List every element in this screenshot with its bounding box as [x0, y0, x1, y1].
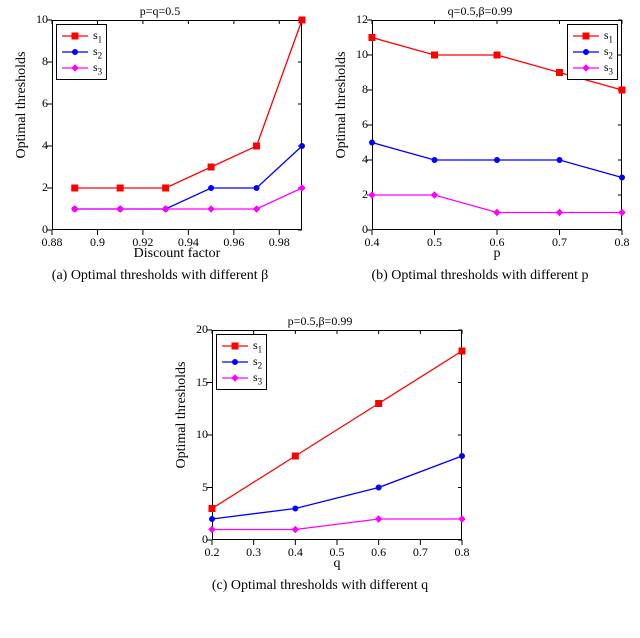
panel-b-title: q=0.5,β=0.99 — [320, 4, 640, 19]
legend-swatch — [572, 46, 600, 58]
ytick-label: 4 — [338, 152, 368, 167]
legend-swatch — [61, 46, 89, 58]
legend-label: s2 — [604, 44, 613, 60]
ytick-label: 0 — [178, 532, 208, 547]
xtick-label: 0.88 — [32, 235, 72, 250]
legend-label: s3 — [93, 60, 102, 76]
legend-swatch — [572, 30, 600, 42]
ytick-label: 2 — [338, 187, 368, 202]
legend-swatch — [221, 372, 249, 384]
legend-swatch — [61, 30, 89, 42]
figure: p=q=0.5 Discount factor Optimal threshol… — [0, 0, 640, 638]
xtick-label: 0.8 — [602, 235, 640, 250]
ytick-label: 2 — [18, 180, 48, 195]
legend-entry: s2 — [221, 354, 262, 370]
xtick-label: 0.7 — [400, 545, 440, 560]
panel-c-title: p=0.5,β=0.99 — [160, 314, 480, 329]
ytick-label: 0 — [18, 222, 48, 237]
panel-a: p=q=0.5 Discount factor Optimal threshol… — [0, 0, 320, 290]
ytick-label: 10 — [178, 427, 208, 442]
legend: s1s2s3 — [56, 24, 107, 80]
legend-label: s1 — [253, 338, 262, 354]
panel-b-caption: (b) Optimal thresholds with different p — [320, 268, 640, 284]
legend-label: s3 — [253, 370, 262, 386]
xtick-label: 0.4 — [275, 545, 315, 560]
ytick-label: 15 — [178, 375, 208, 390]
legend-label: s3 — [604, 60, 613, 76]
legend-entry: s1 — [61, 28, 102, 44]
xtick-label: 0.9 — [77, 235, 117, 250]
ytick-label: 10 — [338, 47, 368, 62]
legend-label: s2 — [93, 44, 102, 60]
legend-entry: s1 — [221, 338, 262, 354]
legend-label: s1 — [604, 28, 613, 44]
legend-swatch — [572, 62, 600, 74]
xtick-label: 0.6 — [359, 545, 399, 560]
legend-entry: s2 — [572, 44, 613, 60]
xtick-label: 0.5 — [317, 545, 357, 560]
xtick-label: 0.7 — [540, 235, 580, 250]
xtick-label: 0.8 — [442, 545, 482, 560]
ytick-label: 0 — [338, 222, 368, 237]
ytick-label: 8 — [338, 82, 368, 97]
panel-b: q=0.5,β=0.99 p Optimal thresholds (b) Op… — [320, 0, 640, 290]
legend: s1s2s3 — [216, 334, 267, 390]
legend-entry: s3 — [221, 370, 262, 386]
xtick-label: 0.3 — [234, 545, 274, 560]
legend-entry: s3 — [572, 60, 613, 76]
legend-swatch — [221, 356, 249, 368]
legend-swatch — [61, 62, 89, 74]
xtick-label: 0.92 — [123, 235, 163, 250]
ytick-label: 12 — [338, 12, 368, 27]
panel-a-title: p=q=0.5 — [0, 4, 320, 19]
ytick-label: 6 — [338, 117, 368, 132]
ytick-label: 20 — [178, 322, 208, 337]
xtick-label: 0.98 — [259, 235, 299, 250]
xtick-label: 0.94 — [168, 235, 208, 250]
legend-entry: s1 — [572, 28, 613, 44]
legend-entry: s3 — [61, 60, 102, 76]
legend-swatch — [221, 340, 249, 352]
xtick-label: 0.6 — [477, 235, 517, 250]
panel-c-ylabel: Optimal thresholds — [174, 335, 190, 495]
panel-c: p=0.5,β=0.99 q Optimal thresholds (c) Op… — [160, 310, 480, 600]
legend-entry: s2 — [61, 44, 102, 60]
legend: s1s2s3 — [567, 24, 618, 80]
ytick-label: 10 — [18, 12, 48, 27]
ytick-label: 4 — [18, 138, 48, 153]
xtick-label: 0.5 — [415, 235, 455, 250]
ytick-label: 6 — [18, 96, 48, 111]
legend-label: s2 — [253, 354, 262, 370]
xtick-label: 0.4 — [352, 235, 392, 250]
panel-c-caption: (c) Optimal thresholds with different q — [160, 578, 480, 594]
xtick-label: 0.96 — [214, 235, 254, 250]
xtick-label: 0.2 — [192, 545, 232, 560]
ytick-label: 5 — [178, 480, 208, 495]
ytick-label: 8 — [18, 54, 48, 69]
legend-label: s1 — [93, 28, 102, 44]
panel-a-caption: (a) Optimal thresholds with different β — [0, 268, 320, 284]
